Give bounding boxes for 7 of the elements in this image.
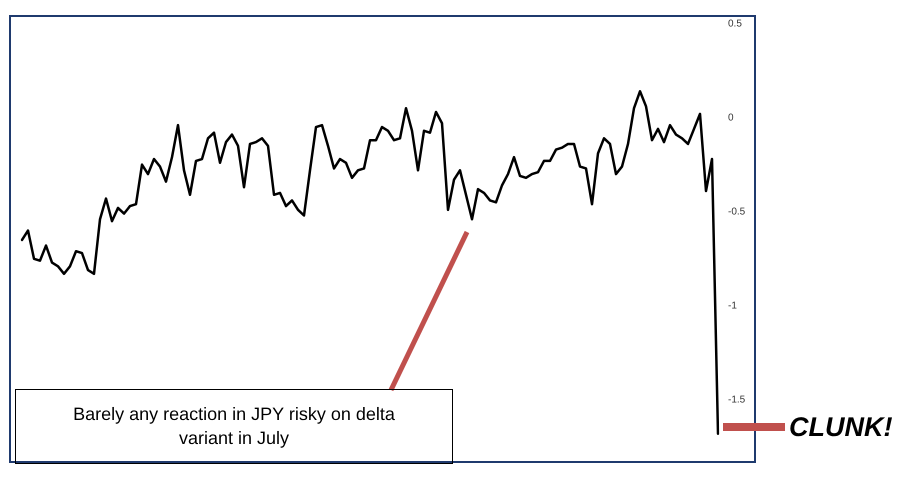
y-tick-label: 0 xyxy=(728,112,734,124)
y-tick-label: -1.5 xyxy=(728,394,746,406)
annotation: Barely any reaction in JPY risky on delta variant in July xyxy=(15,389,453,464)
text: CLUNK! xyxy=(789,412,892,443)
y-tick-label: 0.5 xyxy=(728,18,742,30)
y-tick-label: -0.5 xyxy=(728,206,746,218)
y-tick-label: -1 xyxy=(728,300,738,312)
